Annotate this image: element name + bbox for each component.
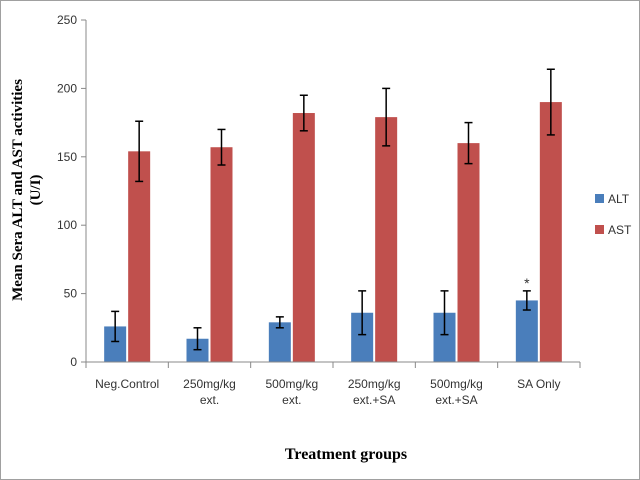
x-category-label-line: SA Only [517,377,560,391]
x-category-label-line: 250mg/kg [183,377,236,391]
y-tick-label: 150 [57,150,77,164]
bar-alt [104,326,127,362]
x-category-label-line: ext.+SA [435,393,477,407]
x-axis-ticks [85,362,581,368]
bars [104,102,562,363]
x-axis-category-labels: Neg.Control 250mg/kg ext.500mg/kg ext.250mg… [95,377,560,407]
x-category-label-line: 250mg/kg [348,377,401,391]
y-tick-label: 100 [57,218,77,232]
y-axis-tick-labels: 0 50 100 150 200 250 [57,13,77,369]
x-category-label: 500mg/kg ext.+SA [430,377,483,407]
y-tick-label: 0 [70,355,77,369]
legend-swatch-ast [595,225,604,234]
x-category-label-line: 500mg/kg [265,377,318,391]
bar-ast [457,143,480,362]
y-axis-ticks [81,19,86,363]
significance-marker: * [524,275,530,291]
x-category-label: SA Only [517,377,560,391]
x-category-label: Neg.Control [95,377,159,391]
x-category-label: 250mg/kg ext.+SA [348,377,401,407]
x-category-label: 500mg/kg ext. [265,377,318,407]
x-category-label: 250mg/kg ext. [183,377,236,407]
y-tick-label: 250 [57,13,77,27]
bar-ast [210,147,233,362]
legend-swatch-alt [595,194,604,203]
y-axis-title-line-2: (U/I) [28,175,44,206]
bar-alt [268,322,291,362]
y-tick-label: 200 [57,81,77,95]
annotations: * [524,275,530,291]
x-category-label-line: ext.+SA [353,393,395,407]
y-axis-title-line-1: Mean Sera ALT and AST activities [10,79,26,301]
bar-ast [539,102,562,362]
x-category-label-line: Neg.Control [95,377,159,391]
x-category-label-line: ext. [200,393,219,407]
x-category-label-line: ext. [282,393,301,407]
bar-alt [351,312,374,362]
bar-alt [515,300,538,362]
legend-label-alt: ALT [608,192,630,206]
error-bars [111,68,555,351]
bar-ast [292,113,315,362]
bar-alt [433,312,456,362]
x-category-label-line: 500mg/kg [430,377,483,391]
bar-ast [375,117,398,363]
y-tick-label: 50 [64,287,78,301]
bar-ast [128,151,151,362]
legend: ALT AST [595,192,632,237]
legend-label-ast: AST [608,223,632,237]
x-axis-title: Treatment groups [285,446,407,463]
